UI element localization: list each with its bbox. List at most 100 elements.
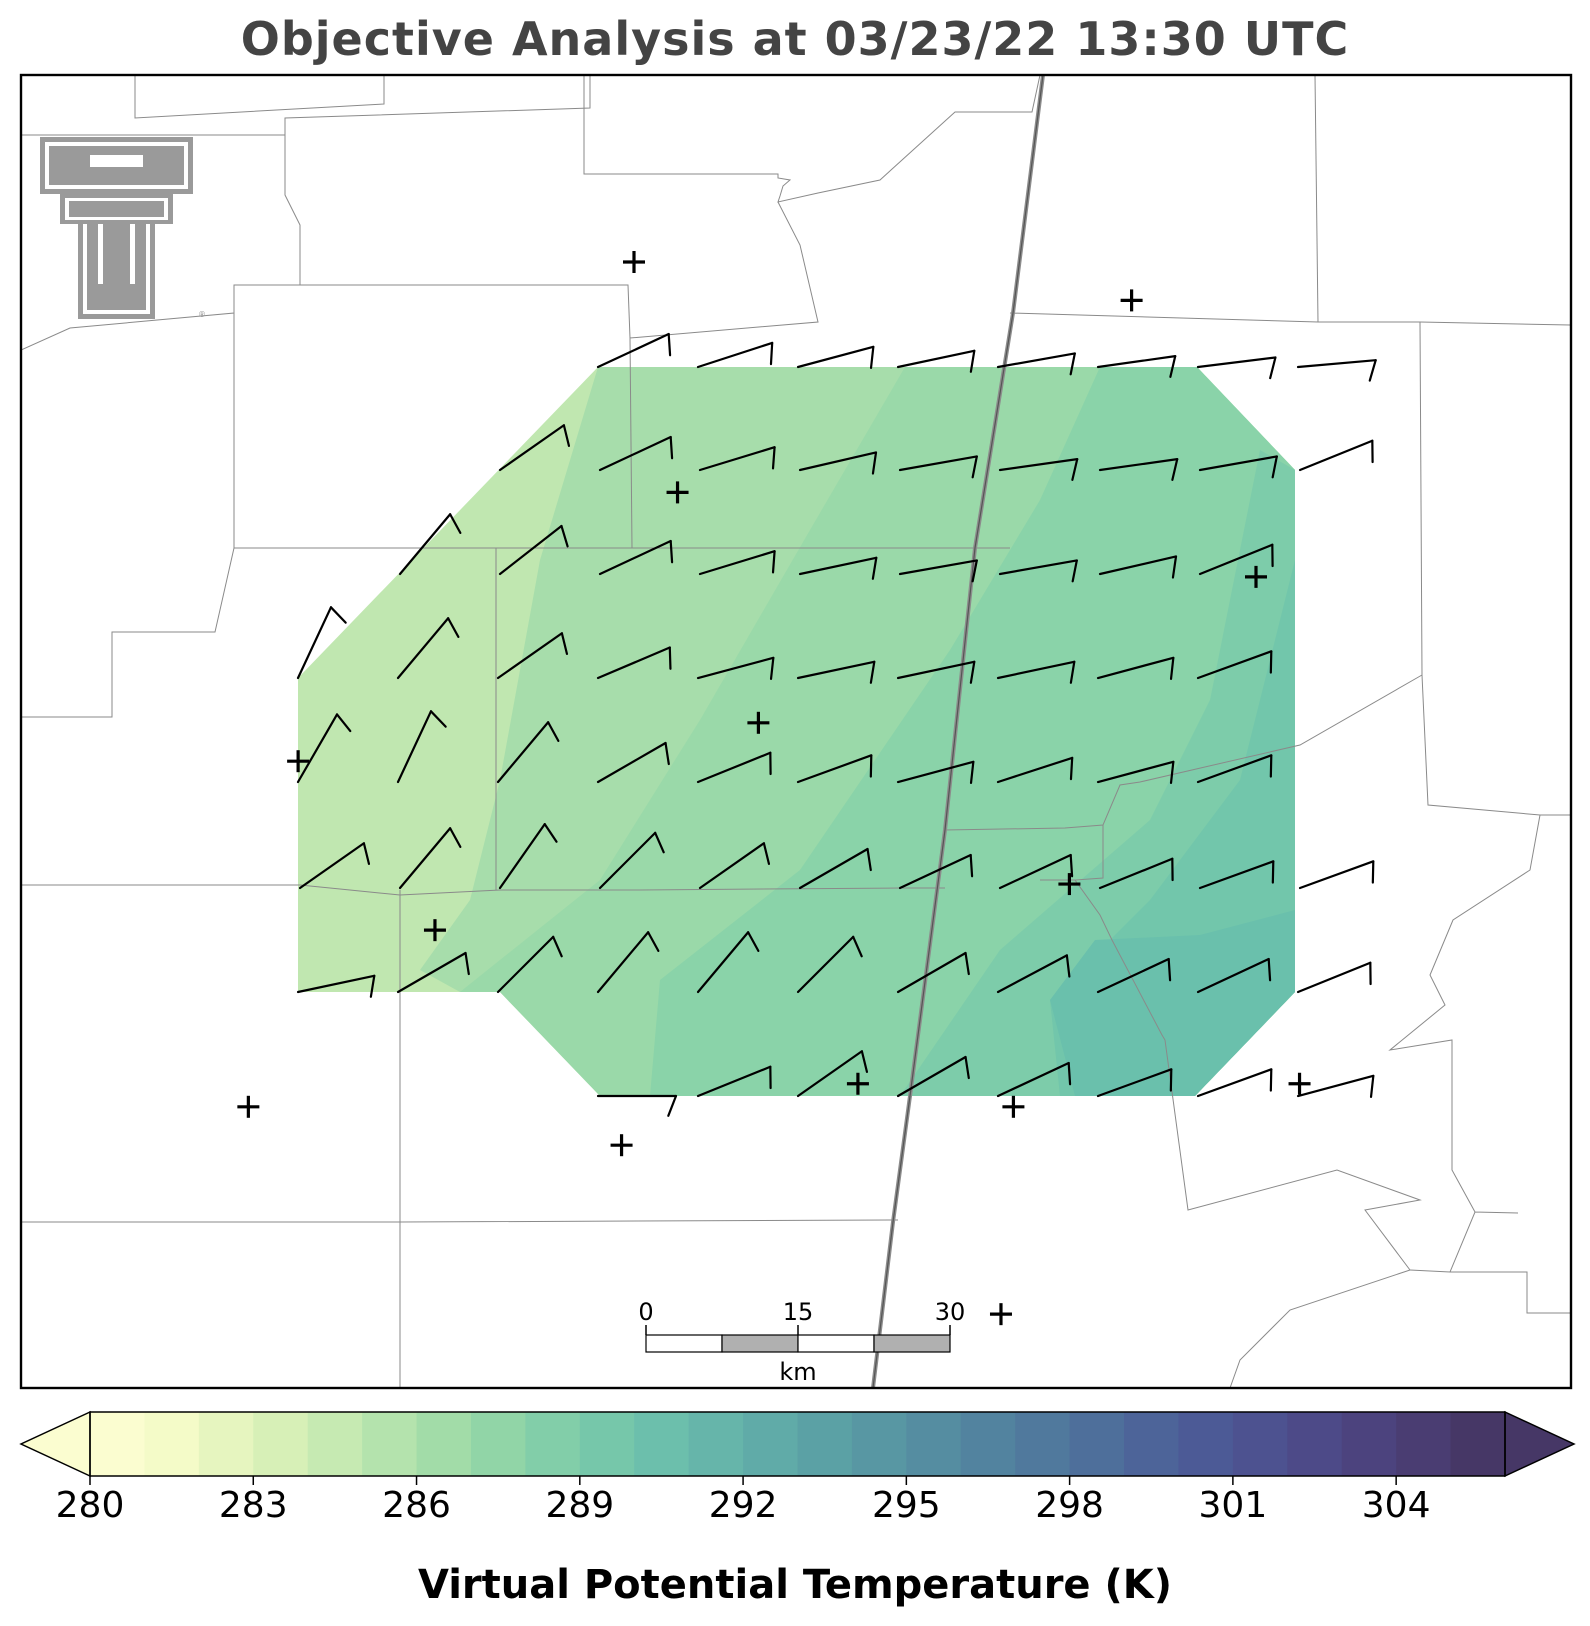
- wind-barb: [1298, 439, 1374, 472]
- wind-barb: [498, 424, 571, 472]
- colorbar-tick-label: 304: [1361, 1485, 1431, 1526]
- wind-barb: [296, 974, 376, 998]
- wind-barb: [896, 1055, 970, 1098]
- wind-barb: [798, 847, 872, 890]
- wind-barb: [1296, 1074, 1375, 1099]
- wind-barb: [596, 1094, 678, 1117]
- county-boundaries: [21, 75, 1571, 1388]
- station-marker: [747, 711, 770, 734]
- wind-barbs: [296, 332, 1377, 1117]
- wind-barb: [498, 823, 558, 890]
- wind-barb: [696, 341, 774, 369]
- svg-text:®: ®: [198, 310, 206, 319]
- wind-barb: [1198, 860, 1275, 890]
- colorbar-segment: [90, 1412, 146, 1476]
- colorbar-segment: [851, 1412, 907, 1476]
- colorbar-segment: [307, 1412, 363, 1476]
- colorbar-segment: [253, 1412, 309, 1476]
- scale-unit: km: [779, 1358, 816, 1386]
- wind-barb: [1096, 760, 1175, 785]
- wind-barb: [998, 458, 1079, 481]
- wind-barb: [498, 524, 569, 576]
- colorbar-segment: [743, 1412, 799, 1476]
- wind-barb: [996, 1061, 1072, 1098]
- station-marker: [666, 481, 689, 504]
- colorbar-tick-label: 301: [1198, 1485, 1268, 1526]
- colorbar: [19, 1410, 1576, 1485]
- wind-barb: [998, 559, 1078, 583]
- station-marker: [1245, 565, 1267, 588]
- wind-barb: [796, 345, 875, 370]
- wind-barb: [496, 935, 563, 994]
- wind-barb: [398, 513, 462, 576]
- wind-barb: [996, 954, 1071, 994]
- wind-barb: [798, 451, 878, 475]
- colorbar-segment: [688, 1412, 744, 1476]
- wind-barb: [1096, 1068, 1173, 1098]
- colorbar-segment: [797, 1412, 853, 1476]
- colorbar-segment: [362, 1412, 418, 1476]
- wind-barb: [1298, 860, 1375, 890]
- wind-barb: [598, 435, 674, 472]
- colorbar-segment: [1450, 1412, 1506, 1476]
- wind-barb: [896, 760, 975, 785]
- colorbar-segment: [960, 1412, 1016, 1476]
- scale-label-0: 0: [638, 1298, 653, 1326]
- colorbar-segment: [198, 1412, 254, 1476]
- wind-barb: [1296, 961, 1372, 994]
- wind-barb: [598, 539, 674, 576]
- station-marker: [237, 1095, 260, 1118]
- wind-barb: [596, 931, 660, 994]
- colorbar-tick-label: 298: [1035, 1485, 1104, 1526]
- colorbar-segment: [1396, 1412, 1452, 1476]
- colorbar-tick-label: 292: [708, 1485, 778, 1526]
- colorbar-tick-label: 289: [545, 1485, 615, 1526]
- wind-barb: [598, 831, 665, 890]
- wind-barb: [698, 550, 776, 576]
- wind-barb: [696, 656, 775, 681]
- wind-barb: [596, 741, 670, 784]
- colorbar-segment: [1069, 1412, 1125, 1476]
- colorbar-segment: [416, 1412, 472, 1476]
- wind-barb: [896, 349, 976, 373]
- colorbar-segment: [634, 1412, 690, 1476]
- station-marker: [423, 919, 446, 942]
- colorbar-label: Virtual Potential Temperature (K): [417, 1562, 1173, 1608]
- colorbar-tick-label: 295: [871, 1485, 941, 1526]
- wind-barb: [696, 751, 772, 784]
- wind-barb: [1196, 650, 1273, 680]
- wind-barb: [296, 713, 352, 784]
- wind-barb: [298, 842, 371, 890]
- wind-barb: [896, 951, 970, 994]
- wind-barb: [1098, 555, 1178, 579]
- wind-barb: [1098, 857, 1174, 890]
- colorbar-tick-label: 283: [218, 1485, 288, 1526]
- colorbar-segment: [1124, 1412, 1180, 1476]
- colorbar-segment: [1178, 1412, 1234, 1476]
- wind-barb: [1098, 458, 1179, 481]
- wind-barb: [596, 332, 672, 369]
- colorbar-segment: [1232, 1412, 1288, 1476]
- station-marker: [1058, 873, 1081, 896]
- map-title: Objective Analysis at 03/23/22 13:30 UTC: [240, 12, 1350, 66]
- wind-barb: [796, 935, 863, 994]
- station-marker: [1288, 1072, 1311, 1095]
- wind-barb: [496, 721, 560, 784]
- colorbar-segment: [470, 1412, 526, 1476]
- station-markers: [237, 251, 1311, 1326]
- colorbar-segment: [525, 1412, 581, 1476]
- station-marker: [1120, 289, 1143, 312]
- station-marker: [623, 251, 645, 273]
- colorbar-extend-low: [19, 1410, 91, 1478]
- wind-barb: [796, 1050, 869, 1098]
- wind-barb: [998, 853, 1074, 890]
- wind-barb: [1296, 359, 1377, 382]
- wind-barb: [1196, 1068, 1273, 1098]
- station-marker: [846, 1072, 869, 1095]
- scale-label-15: 15: [783, 1298, 814, 1326]
- station-marker: [287, 750, 310, 773]
- colorbar-tick-label: 280: [55, 1485, 125, 1526]
- colorbar-segment: [1015, 1412, 1071, 1476]
- wind-barb: [398, 827, 462, 890]
